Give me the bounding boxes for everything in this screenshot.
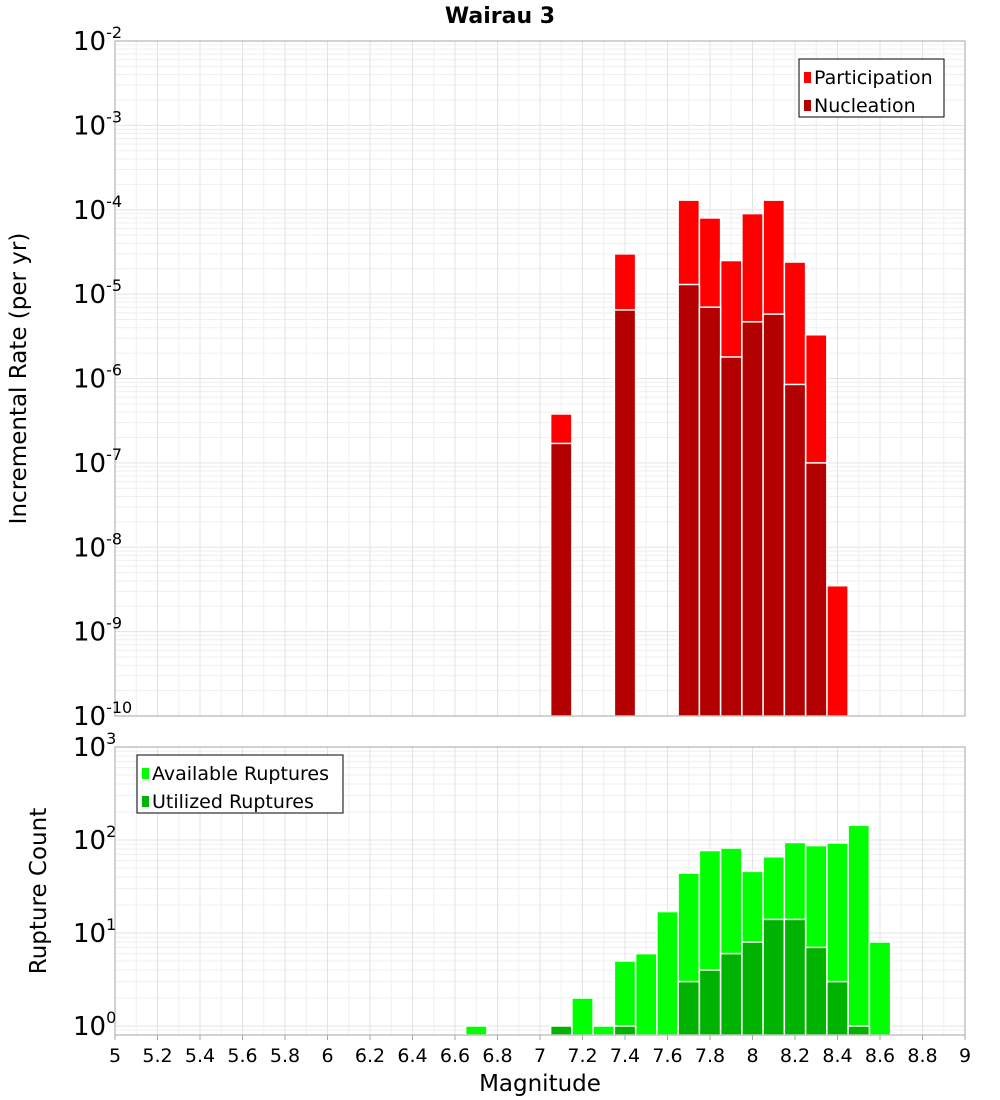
bottom-y-axis-title: Rupture Count (26, 808, 52, 974)
bottom-legend-label: Utilized Ruptures (152, 791, 314, 813)
top-bar-nucleation (719, 356, 743, 717)
bottom-bar-utilized-ruptures (719, 952, 743, 1036)
bottom-bar-available-ruptures (571, 997, 594, 1036)
top-y-tick-label: 10-10 (73, 698, 132, 732)
bottom-bar-utilized-ruptures (804, 946, 828, 1036)
top-y-tick-label: 10-6 (73, 361, 122, 395)
bottom-legend-label: Available Ruptures (152, 763, 329, 785)
bottom-y-tick-label: 103 (73, 729, 116, 763)
x-tick-label: 6.4 (397, 1045, 427, 1067)
top-y-tick-label: 10-2 (73, 23, 122, 57)
x-tick-label: 6.6 (440, 1045, 470, 1067)
top-legend-swatch (804, 72, 811, 83)
x-tick-label: 8.8 (907, 1045, 937, 1067)
top-y-axis-title: Incremental Rate (per yr) (6, 233, 32, 525)
top-bar-nucleation (783, 383, 807, 717)
top-y-tick-label: 10-4 (73, 192, 122, 226)
x-tick-label: 7 (534, 1045, 546, 1067)
x-tick-label: 6.2 (355, 1045, 385, 1067)
top-panel: 10-10 10-9 10-8 10-7 10-6 10-5 10-4 10-3 10-2 Par… (73, 23, 966, 732)
x-tick-label: 5.2 (142, 1045, 172, 1067)
top-legend-label: Participation (814, 67, 933, 89)
bottom-y-tick-label: 101 (73, 915, 116, 949)
bottom-legend-box (136, 754, 344, 814)
x-tick-label: 7.6 (652, 1045, 682, 1067)
bottom-y-tick-label: 100 (73, 1008, 116, 1042)
top-y-tick-label: 10-7 (73, 445, 122, 479)
bottom-bar-available-ruptures (634, 952, 658, 1036)
x-tick-label: 9 (959, 1045, 971, 1067)
top-bar-nucleation (613, 309, 637, 717)
bottom-bar-available-ruptures (656, 910, 679, 1036)
bottom-bar-utilized-ruptures (847, 1025, 871, 1036)
x-tick-label: 8.6 (865, 1045, 895, 1067)
bottom-bar-available-ruptures (592, 1025, 616, 1036)
top-bar-nucleation (698, 306, 722, 717)
top-bar-participation (826, 584, 849, 717)
x-tick-label: 5.4 (185, 1045, 215, 1067)
bottom-bar-available-ruptures (868, 941, 892, 1036)
x-tick-label: 6.8 (482, 1045, 512, 1067)
top-frame (114, 40, 966, 717)
top-legend-box (798, 58, 945, 118)
bottom-legend: Available Ruptures Utilized Ruptures (136, 754, 344, 814)
bottom-bar-utilized-ruptures (549, 1025, 573, 1036)
bottom-bar-utilized-ruptures (698, 969, 722, 1036)
top-bar-nucleation (549, 442, 573, 717)
top-y-tick-label: 10-8 (73, 529, 122, 563)
top-bar-nucleation (804, 462, 828, 717)
bottom-legend-swatch (142, 768, 149, 779)
bottom-bar-available-ruptures (613, 960, 637, 1036)
bottom-bar-utilized-ruptures (783, 918, 807, 1036)
x-tick-label: 8.4 (822, 1045, 852, 1067)
top-y-tick-label: 10-9 (73, 614, 122, 648)
top-bar-nucleation (762, 313, 786, 717)
top-y-tick-label: 10-5 (73, 276, 122, 310)
bottom-bar-utilized-ruptures (741, 941, 764, 1036)
top-legend-swatch (804, 100, 811, 111)
top-y-tick-label: 10-3 (73, 107, 122, 141)
x-tick-label: 8 (746, 1045, 758, 1067)
x-tick-label: 7.2 (567, 1045, 597, 1067)
bottom-bar-utilized-ruptures (613, 1025, 637, 1036)
x-tick-label: 5.6 (227, 1045, 257, 1067)
top-legend: Participation Nucleation (798, 58, 945, 118)
chart-title: Wairau 3 (445, 4, 555, 29)
top-bar-nucleation (677, 283, 701, 717)
x-tick-label: 6 (321, 1045, 333, 1067)
x-axis-title: Magnitude (479, 1071, 601, 1097)
bottom-bar-utilized-ruptures (826, 980, 849, 1036)
top-bar-nucleation (741, 321, 764, 717)
x-tick-label: 8.2 (780, 1045, 810, 1067)
x-tick-label: 5 (109, 1045, 121, 1067)
bottom-bar-utilized-ruptures (677, 980, 701, 1036)
bottom-bar-utilized-ruptures (762, 918, 786, 1036)
bottom-y-tick-label: 102 (73, 822, 116, 856)
x-tick-label: 5.8 (270, 1045, 300, 1067)
x-tick-label: 7.4 (610, 1045, 640, 1067)
x-tick-label: 7.8 (695, 1045, 725, 1067)
bottom-bar-available-ruptures (464, 1025, 488, 1036)
bottom-bar-available-ruptures (847, 824, 871, 1036)
bottom-legend-swatch (142, 796, 149, 807)
top-legend-label: Nucleation (814, 95, 916, 117)
